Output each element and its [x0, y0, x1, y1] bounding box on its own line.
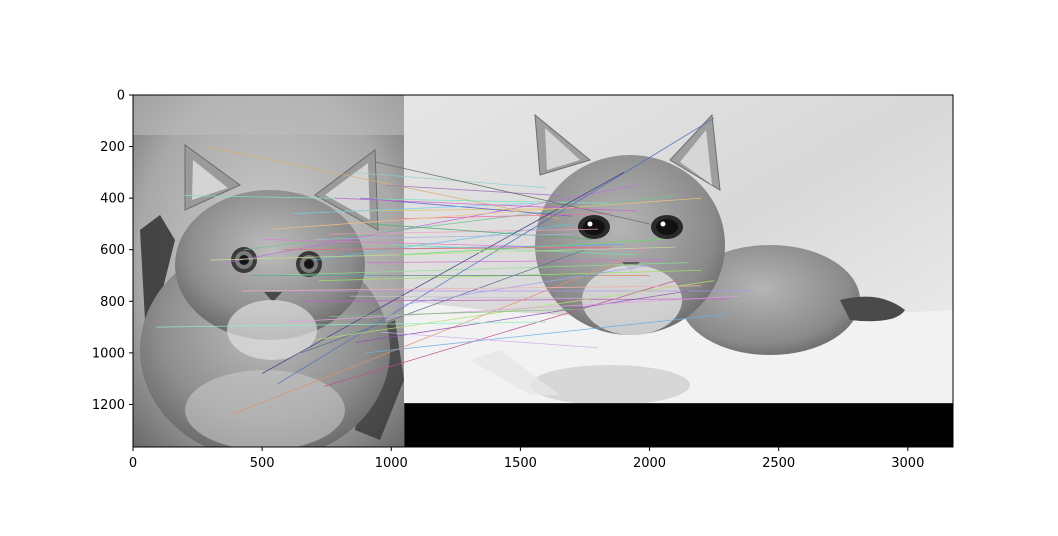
kitten-lying-image: [404, 95, 953, 405]
x-tick-label: 0: [129, 456, 137, 471]
padding-region: [404, 403, 953, 447]
kitten-sitting-image: [133, 95, 404, 447]
match-lines: [156, 117, 753, 416]
match-line: [365, 259, 663, 264]
match-line: [349, 295, 624, 300]
match-line: [205, 146, 560, 220]
match-line: [230, 259, 624, 416]
x-tick-label: 1000: [375, 456, 408, 471]
match-line: [329, 308, 585, 318]
match-line: [261, 172, 624, 374]
match-line: [313, 233, 573, 240]
match-line: [272, 197, 702, 230]
match-line: [313, 280, 715, 341]
match-line: [380, 331, 598, 349]
x-tick-label: 500: [250, 456, 275, 471]
match-line: [375, 161, 650, 225]
match-line: [241, 285, 702, 292]
y-tick-label: 0: [117, 89, 125, 104]
x-tick-label: 1500: [504, 456, 537, 471]
x-axis: 0 500 1000 1500 2000 2500 3000: [129, 447, 924, 471]
y-tick-label: 1000: [92, 346, 125, 361]
y-tick-label: 600: [100, 243, 125, 258]
match-line: [277, 117, 715, 385]
match-line: [300, 249, 586, 354]
match-line: [313, 223, 573, 261]
match-line: [391, 264, 650, 307]
match-line: [287, 295, 740, 323]
y-axis: 0 200 400 600 800 1000 1200: [92, 89, 133, 413]
match-line: [370, 223, 593, 240]
match-line: [344, 208, 585, 212]
match-line: [334, 197, 637, 212]
match-line: [365, 313, 728, 354]
x-tick-label: 2000: [633, 456, 666, 471]
match-line: [267, 262, 689, 276]
x-tick-label: 3000: [891, 456, 924, 471]
match-line: [391, 244, 637, 256]
match-line: [352, 171, 547, 189]
y-tick-label: 400: [100, 192, 125, 207]
match-line: [184, 195, 611, 204]
y-tick-label: 800: [100, 295, 125, 310]
match-line: [210, 246, 676, 261]
y-tick-label: 1200: [92, 398, 125, 413]
y-tick-label: 200: [100, 140, 125, 155]
plot-area: [133, 95, 953, 447]
axes-frame: [132, 94, 954, 448]
match-line: [386, 184, 560, 196]
match-line: [262, 239, 650, 251]
x-tick-label: 2500: [762, 456, 795, 471]
match-line: [360, 197, 573, 217]
match-line: [156, 321, 547, 328]
match-line: [300, 298, 728, 302]
match-line: [282, 246, 611, 251]
match-line: [398, 239, 663, 256]
match-line: [329, 228, 598, 235]
